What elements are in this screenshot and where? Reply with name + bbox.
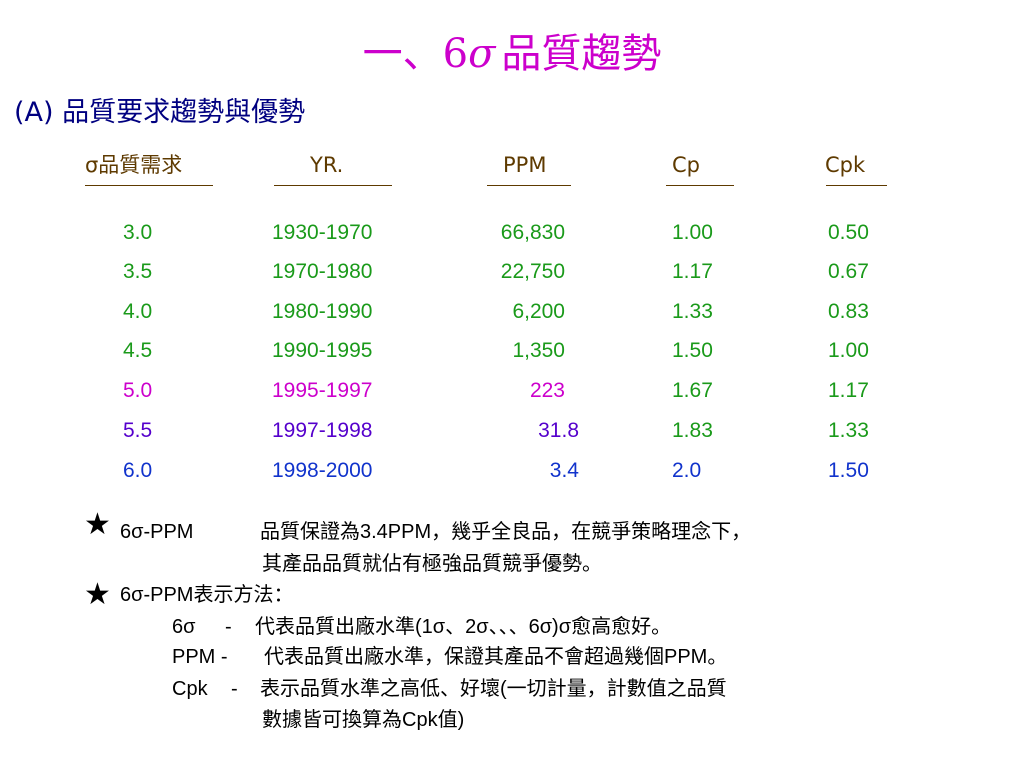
header-underline	[487, 185, 571, 186]
note-2c-text: 表示品質水準之高低、好壞(一切計量，計數值之品質	[260, 678, 727, 700]
cell-cpk: 1.50	[828, 459, 869, 482]
cell-year: 1990-1995	[272, 339, 373, 362]
title-prefix: 一、	[362, 31, 443, 77]
cell-year: 1995-1997	[272, 379, 373, 402]
note-2b-key: PPM -	[172, 646, 228, 668]
cell-cp: 1.83	[672, 419, 713, 442]
header-cpk: Cpk	[825, 153, 866, 177]
cell-cpk: 1.33	[828, 419, 869, 442]
subtitle-text: 品質要求趨勢與優勢	[62, 97, 306, 128]
cell-cp: 1.67	[672, 379, 713, 402]
cell-year: 1998-2000	[272, 459, 373, 482]
cell-sigma: 5.5	[123, 419, 153, 442]
cell-cpk: 1.00	[828, 339, 869, 362]
cell-cp: 1.50	[672, 339, 713, 362]
cell-sigma: 4.5	[123, 339, 153, 362]
header-year: YR.	[310, 153, 344, 177]
star-icon: ★	[84, 507, 111, 542]
cell-cp: 1.33	[672, 300, 713, 323]
cell-sigma: 3.0	[123, 221, 153, 244]
note-2c-key: Cpk	[172, 678, 208, 700]
note-2b-text: 代表品質出廠水準，保證其產品不會超過幾個PPM。	[264, 646, 728, 668]
cell-ppm: 66,830	[500, 221, 565, 244]
title-sigma: σ	[468, 31, 496, 77]
cell-year: 1980-1990	[272, 300, 373, 323]
cell-cp: 1.00	[672, 221, 713, 244]
header-ppm: PPM	[503, 153, 547, 177]
cell-cpk: 0.83	[828, 300, 869, 323]
note-2c-dash: -	[231, 678, 238, 700]
header-sigma: σ品質需求	[85, 153, 183, 177]
header-underline	[666, 185, 734, 186]
cell-ppm: 3.4	[549, 459, 579, 482]
cell-ppm: 22,750	[500, 260, 565, 283]
note-1-line-2: 其產品品質就佔有極強品質競爭優勢。	[262, 553, 602, 575]
cell-sigma: 3.5	[123, 260, 153, 283]
title-rest: 品質趨勢	[501, 31, 662, 77]
cell-cpk: 1.17	[828, 379, 869, 402]
cell-sigma: 4.0	[123, 300, 153, 323]
section-subtitle: (A) 品質要求趨勢與優勢	[14, 95, 305, 131]
cell-ppm: 223	[529, 379, 565, 402]
note-2-label: 6σ-PPM表示方法：	[120, 584, 294, 606]
cell-sigma: 5.0	[123, 379, 153, 402]
header-cp: Cp	[672, 153, 700, 177]
note-2a-key: 6σ	[172, 616, 196, 638]
cell-year: 1970-1980	[272, 260, 373, 283]
header-underline	[274, 185, 392, 186]
cell-ppm: 1,350	[512, 339, 565, 362]
cell-year: 1997-1998	[272, 419, 373, 442]
note-1-label: 6σ-PPM	[120, 521, 194, 543]
star-icon: ★	[84, 577, 111, 612]
note-2a-text: 代表品質出廠水準(1σ、2σ、、、6σ)σ愈高愈好。	[255, 616, 672, 638]
cell-ppm: 31.8	[538, 419, 579, 442]
note-1-line-1: 品質保證為3.4PPM，幾乎全良品，在競爭策略理念下，	[260, 521, 752, 543]
title-six: 6	[442, 31, 469, 77]
page-title: 一、6σ 品質趨勢	[0, 30, 1024, 78]
cell-cp: 2.0	[672, 459, 702, 482]
cell-ppm: 6,200	[512, 300, 565, 323]
cell-cp: 1.17	[672, 260, 713, 283]
note-2c-text-2: 數據皆可換算為Cpk值)	[262, 709, 465, 731]
header-underline	[85, 185, 213, 186]
cell-sigma: 6.0	[123, 459, 153, 482]
header-underline	[826, 185, 887, 186]
note-2a-dash: -	[225, 616, 232, 638]
cell-cpk: 0.50	[828, 221, 869, 244]
cell-cpk: 0.67	[828, 260, 869, 283]
subtitle-label: (A)	[14, 97, 54, 128]
cell-year: 1930-1970	[272, 221, 373, 244]
